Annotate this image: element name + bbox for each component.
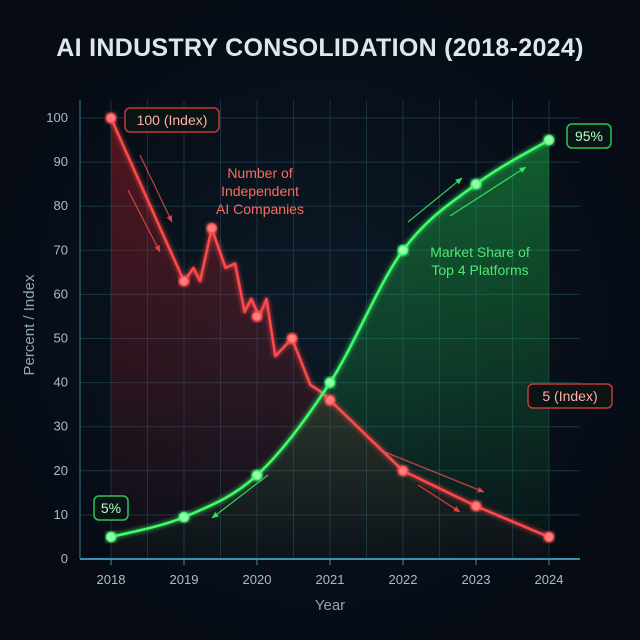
red-data-point xyxy=(286,333,298,344)
trend-arrow xyxy=(211,474,269,519)
y-tick-label: 10 xyxy=(54,507,68,522)
y-axis-label: Percent / Index xyxy=(21,274,38,375)
red-end-label-box xyxy=(527,383,613,409)
red-end-label: 5 (Index) xyxy=(542,388,597,404)
red-data-point xyxy=(397,465,409,477)
green-data-point xyxy=(105,531,117,543)
red-data-point xyxy=(324,394,336,406)
green-area xyxy=(111,140,549,559)
red-series-label: Independent xyxy=(221,183,299,199)
red-data-point xyxy=(251,311,263,322)
red-area xyxy=(111,118,549,559)
trend-arrow-head xyxy=(519,167,526,173)
trend-arrow xyxy=(127,189,161,253)
y-tick-label: 70 xyxy=(54,242,68,257)
y-tick-label: 50 xyxy=(54,331,68,346)
red-series-label: AI Companies xyxy=(216,201,304,217)
red-data-point xyxy=(105,112,117,124)
x-tick-label: 2022 xyxy=(389,572,418,587)
x-tick-label: 2018 xyxy=(97,572,126,587)
y-tick-label: 40 xyxy=(54,375,68,390)
green-series-label: Top 4 Platforms xyxy=(431,262,528,278)
trend-arrow xyxy=(449,166,527,217)
green-data-point xyxy=(543,134,555,146)
x-tick-label: 2019 xyxy=(170,572,199,587)
trend-arrow xyxy=(379,449,485,493)
y-tick-label: 0 xyxy=(61,551,68,566)
green-data-point xyxy=(251,469,263,481)
red-start-label-box xyxy=(124,107,220,133)
red-data-point xyxy=(543,531,555,543)
trend-arrow-head xyxy=(212,511,219,518)
red-data-point xyxy=(206,223,217,234)
red-series-label: Number of xyxy=(227,165,292,181)
green-data-point xyxy=(397,245,409,256)
chart-title: AI INDUSTRY CONSOLIDATION (2018-2024) xyxy=(56,34,584,62)
y-tick-label: 30 xyxy=(54,419,68,434)
x-tick-label: 2021 xyxy=(316,572,345,587)
x-axis-label: Year xyxy=(315,597,345,614)
green-end-label: 95% xyxy=(575,128,603,144)
y-tick-label: 60 xyxy=(54,286,68,301)
y-tick-label: 90 xyxy=(54,154,68,169)
trend-arrow xyxy=(407,177,463,223)
green-data-point xyxy=(324,377,336,388)
green-series-label: Market Share of xyxy=(430,244,530,260)
green-start-label-box xyxy=(93,495,129,521)
trend-arrow-head xyxy=(154,245,160,252)
trend-arrow-head xyxy=(166,215,173,222)
trend-arrow-head xyxy=(477,486,484,493)
green-data-point xyxy=(178,511,190,523)
y-tick-label: 80 xyxy=(54,198,68,213)
green-data-point xyxy=(470,178,482,190)
red-data-point xyxy=(178,275,190,287)
x-tick-label: 2024 xyxy=(535,572,564,587)
x-tick-label: 2023 xyxy=(462,572,491,587)
green-end-label-box xyxy=(566,123,612,149)
trend-arrow xyxy=(139,154,173,223)
trend-arrow-head xyxy=(453,506,460,512)
red-data-point xyxy=(470,500,482,512)
red-start-label: 100 (Index) xyxy=(137,112,208,128)
y-tick-label: 20 xyxy=(54,463,68,478)
green-start-label: 5% xyxy=(101,500,121,516)
trend-arrow-head xyxy=(455,178,462,185)
trend-arrow xyxy=(417,484,461,513)
x-tick-label: 2020 xyxy=(243,572,272,587)
y-tick-label: 100 xyxy=(46,110,68,125)
